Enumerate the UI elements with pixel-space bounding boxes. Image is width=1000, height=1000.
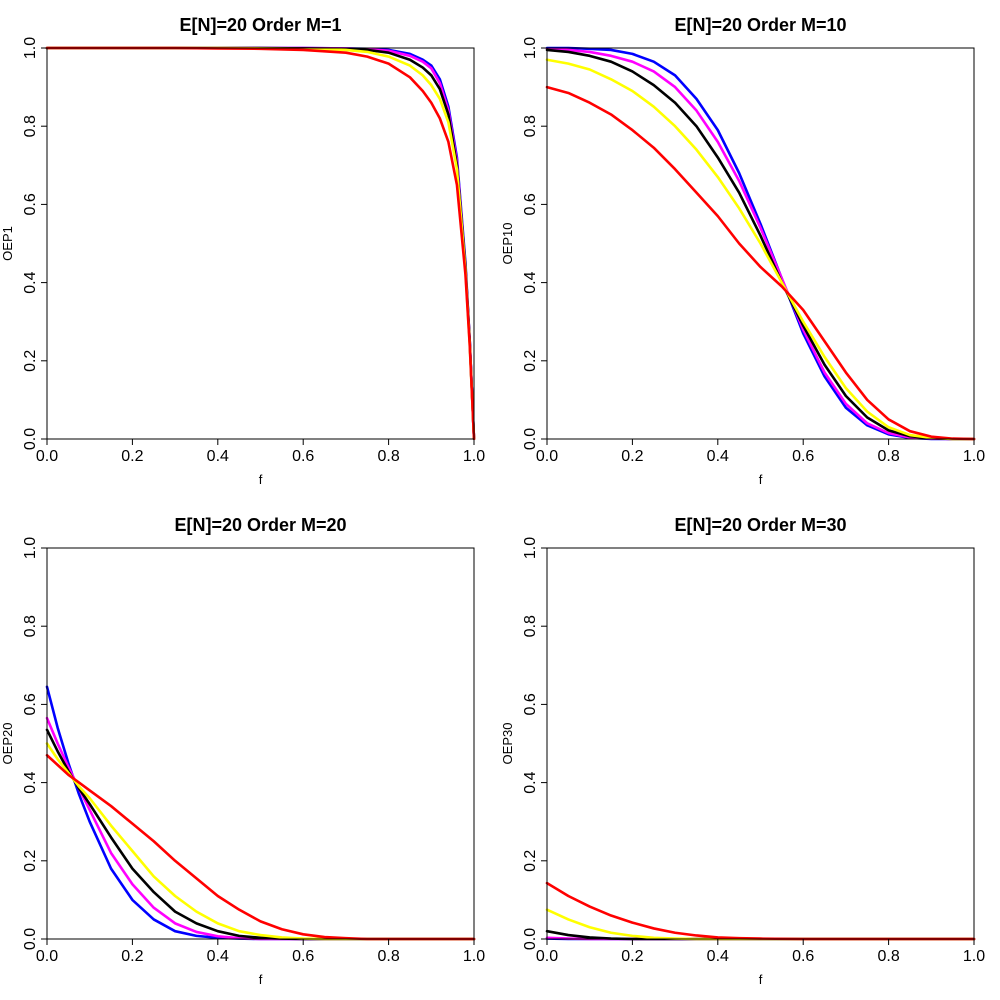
y-tick-label: 0.8 [22, 615, 39, 637]
chart-panel-4: 0.0 0.2 0.4 0.6 0.8 1.0 0.0 0.2 0.4 0.6 0.8 1.0 E[N]… [500, 515, 985, 987]
series-line-1 [45, 685, 476, 941]
y-tick-label: 0.0 [522, 428, 539, 450]
x-tick-label: 0.0 [536, 948, 558, 965]
y-axis-label: OEP10 [500, 223, 515, 265]
y-tick-label: 0.4 [522, 771, 539, 793]
series-line-1 [45, 46, 476, 441]
plot-frame [546, 47, 975, 440]
x-tick-label: 0.0 [536, 448, 558, 465]
series-line-3 [545, 48, 976, 441]
x-tick-label: 0.6 [792, 448, 814, 465]
x-axis-label: f [259, 972, 263, 987]
y-tick-label: 0.2 [522, 850, 539, 872]
series-line-5 [545, 85, 976, 441]
y-tick-label: 0.4 [522, 271, 539, 293]
chart-panel-2: 0.0 0.2 0.4 0.6 0.8 1.0 0.0 0.2 0.4 0.6 0.8 1.0 E[N]… [500, 15, 985, 487]
chart-title: E[N]=20 Order M=30 [674, 515, 846, 535]
series-line-4 [45, 742, 476, 941]
chart-title: E[N]=20 Order M=20 [174, 515, 346, 535]
x-tick-label: 0.4 [207, 948, 229, 965]
y-tick-label: 0.2 [522, 350, 539, 372]
x-axis-label: f [259, 472, 263, 487]
y-tick-label: 0.0 [522, 928, 539, 950]
x-tick-label: 0.2 [621, 448, 643, 465]
x-tick-label: 0.6 [292, 948, 314, 965]
x-axis-label: f [759, 472, 763, 487]
series-line-5 [45, 753, 476, 941]
chart-title: E[N]=20 Order M=1 [179, 15, 341, 35]
chart-panel-3: 0.0 0.2 0.4 0.6 0.8 1.0 0.0 0.2 0.4 0.6 0.8 1.0 E[N]… [0, 515, 485, 987]
x-tick-label: 0.6 [292, 448, 314, 465]
series-line-2 [545, 47, 976, 441]
x-axis-label: f [759, 972, 763, 987]
series-line-2 [45, 46, 476, 441]
x-tick-label: 0.8 [377, 948, 399, 965]
x-tick-label: 0.2 [121, 448, 143, 465]
y-tick-label: 0.4 [22, 271, 39, 293]
y-tick-label: 1.0 [22, 537, 39, 559]
x-tick-label: 0.4 [707, 948, 729, 965]
x-tick-label: 0.8 [377, 448, 399, 465]
series-line-3 [45, 728, 476, 941]
x-tick-label: 0.2 [121, 948, 143, 965]
chart-title: E[N]=20 Order M=10 [674, 15, 846, 35]
y-tick-label: 0.6 [22, 693, 39, 715]
plot-frame [46, 547, 475, 940]
series-line-3 [45, 46, 476, 441]
y-tick-label: 0.6 [522, 693, 539, 715]
y-tick-label: 0.6 [22, 193, 39, 215]
y-tick-label: 0.2 [22, 850, 39, 872]
x-tick-label: 1.0 [463, 948, 485, 965]
y-tick-label: 1.0 [522, 537, 539, 559]
y-tick-label: 1.0 [22, 37, 39, 59]
y-tick-label: 0.2 [22, 350, 39, 372]
x-tick-label: 0.4 [207, 448, 229, 465]
series-line-5 [545, 881, 976, 941]
plot-frame [46, 47, 475, 440]
x-tick-label: 0.0 [36, 448, 58, 465]
y-tick-label: 0.8 [522, 615, 539, 637]
chart-panel-1: 0.0 0.2 0.4 0.6 0.8 1.0 0.0 0.2 0.4 0.6 0.8 1.0 E[N]… [0, 15, 485, 487]
plot-frame [546, 547, 975, 940]
x-tick-label: 1.0 [963, 948, 985, 965]
y-axis-label: OEP20 [0, 723, 15, 765]
x-tick-label: 0.4 [707, 448, 729, 465]
y-tick-label: 0.0 [22, 928, 39, 950]
series-line-5 [45, 46, 476, 441]
x-tick-label: 0.6 [792, 948, 814, 965]
x-tick-label: 1.0 [963, 448, 985, 465]
series-line-4 [45, 46, 476, 441]
series-line-4 [545, 58, 976, 441]
y-tick-label: 1.0 [522, 37, 539, 59]
x-tick-label: 0.2 [621, 948, 643, 965]
y-tick-label: 0.6 [522, 193, 539, 215]
x-tick-label: 0.8 [877, 448, 899, 465]
x-tick-label: 1.0 [463, 448, 485, 465]
x-tick-label: 0.0 [36, 948, 58, 965]
x-tick-label: 0.8 [877, 948, 899, 965]
y-tick-label: 0.0 [22, 428, 39, 450]
series-line-2 [45, 716, 476, 941]
y-tick-label: 0.8 [522, 115, 539, 137]
y-axis-label: OEP30 [500, 723, 515, 765]
y-tick-label: 0.4 [22, 771, 39, 793]
y-tick-label: 0.8 [22, 115, 39, 137]
series-line-4 [545, 908, 976, 941]
y-axis-label: OEP1 [0, 226, 15, 261]
